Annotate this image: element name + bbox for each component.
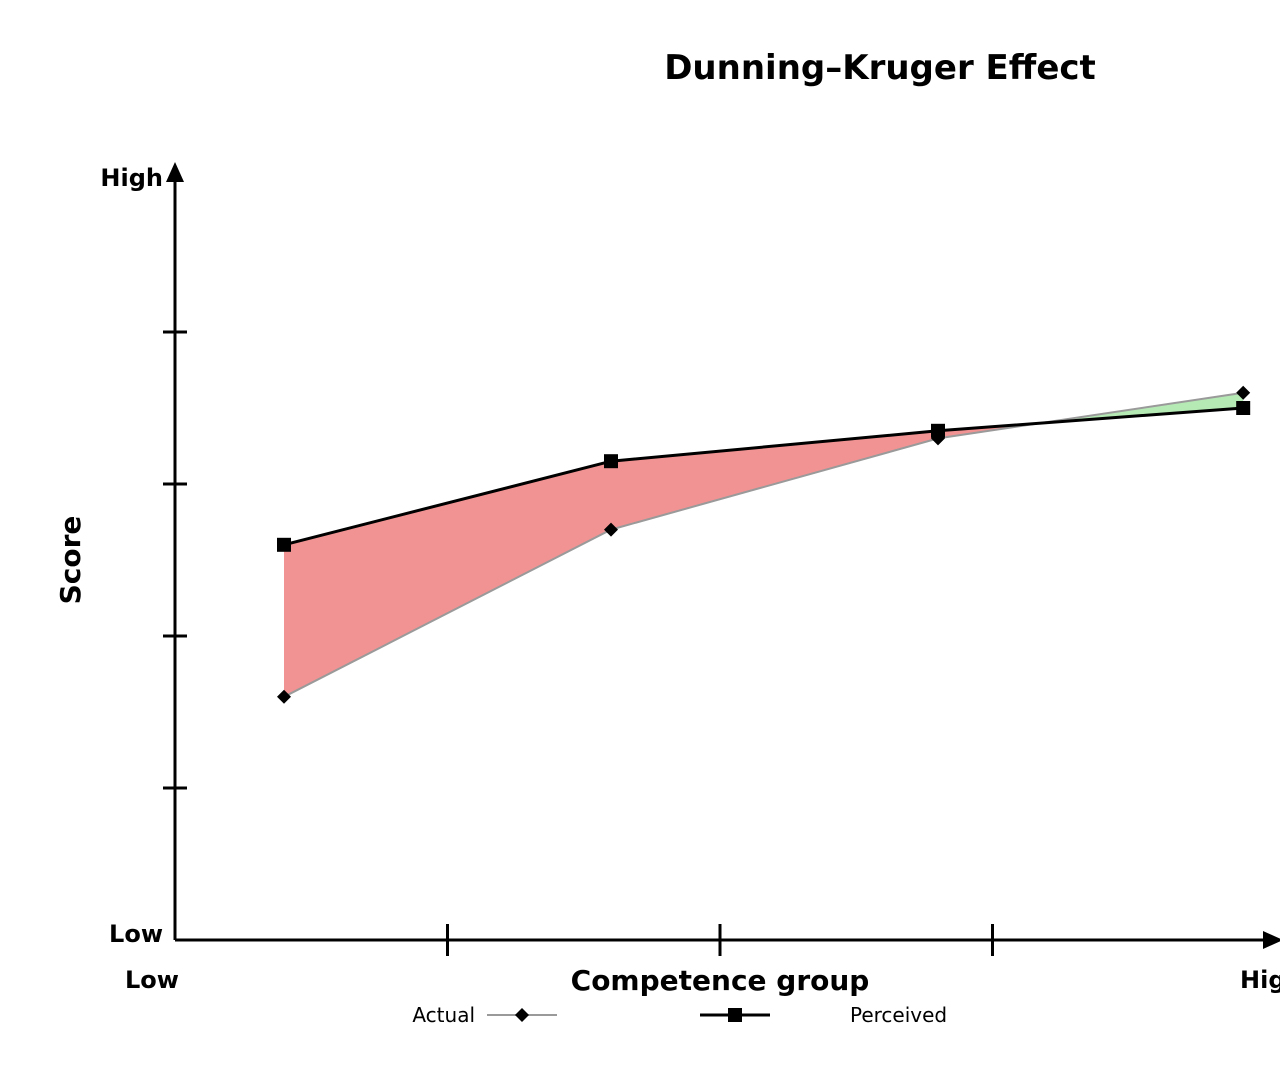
fill-perceived-over-actual <box>284 423 1040 697</box>
x-tick-low-label: Low <box>125 966 179 994</box>
legend-actual-sample <box>487 1008 557 1022</box>
chart-container: Dunning–Kruger Effect High Low Low High … <box>0 0 1280 1065</box>
legend-actual-label: Actual <box>412 1003 475 1027</box>
legend-perceived-label: Perceived <box>850 1003 947 1027</box>
y-axis-label: Score <box>54 516 87 605</box>
legend: Actual Perceived <box>412 1003 947 1027</box>
y-tick-low-label: Low <box>109 920 163 948</box>
chart-svg: Dunning–Kruger Effect High Low Low High … <box>0 0 1280 1065</box>
chart-title: Dunning–Kruger Effect <box>664 48 1096 88</box>
y-tick-high-label: High <box>100 164 163 192</box>
legend-perceived-sample <box>700 1008 770 1022</box>
x-axis-label: Competence group <box>571 964 870 997</box>
x-tick-high-label: High <box>1240 966 1280 994</box>
